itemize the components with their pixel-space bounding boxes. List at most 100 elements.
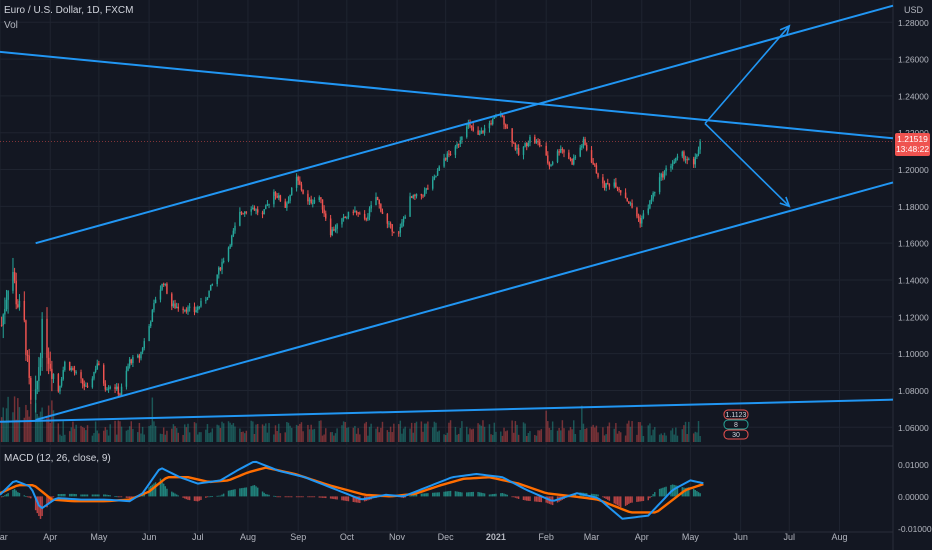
volume-bar [344,422,346,442]
volume-bar [166,430,168,442]
volume-bar [307,424,309,442]
macd-histogram-bar [115,496,118,498]
volume-bar [174,426,176,442]
volume-bar [636,434,638,442]
macd-histogram-bar [504,494,507,497]
volume-bar [480,425,483,442]
candle-body [47,357,50,364]
candle-body [534,136,536,143]
volume-bar [188,432,191,442]
candle-body [342,217,345,219]
candle-body [607,183,609,185]
volume-bar [216,424,218,442]
time-tick-label: Sep [290,532,306,542]
macd-histogram-bar [161,481,163,497]
volume-bar [649,423,651,442]
price-tick-label: 1.14000 [898,275,929,285]
candle-body [114,387,116,389]
volume-bar [461,421,463,442]
candle-body [4,309,6,315]
macd-histogram-bar [286,496,288,498]
macd-histogram-bar [211,496,214,497]
macd-histogram-bar [334,496,337,500]
candle-body [631,203,633,208]
candle-body [629,203,632,205]
macd-legend[interactable]: MACD (12, 26, close, 9) [4,453,111,464]
volume-bar [234,426,236,442]
macd-histogram-bar [478,492,481,497]
candle-body [367,216,369,220]
macd-histogram-bar [302,496,304,498]
candle-body [284,201,286,208]
candle-body [276,195,278,198]
volume-bar [365,421,368,442]
candle-body [477,130,479,135]
macd-histogram-bar [182,496,184,498]
macd-histogram-bar [94,494,97,497]
volume-badge-label: 30 [732,432,740,439]
candle-body [265,205,267,210]
drawing-tools[interactable]: 1.1123 8 30 [0,4,894,440]
macd-histogram-bar [355,496,358,503]
candle-body [410,196,413,198]
candle-body [132,357,134,364]
candle-body [595,165,598,174]
candle-body [545,145,547,156]
candle-body [493,117,496,119]
volume-bar [444,435,447,442]
macd-histogram-bar [469,492,471,497]
macd-histogram-bar [514,496,517,498]
candle-body [538,142,541,146]
volume-bar [501,435,504,442]
volume-bar [60,435,63,442]
volume-bar [154,425,157,442]
volume-bar [415,421,418,442]
time-tick-label: Jun [733,532,748,542]
volume-bar [477,423,479,442]
macd-histogram-bar [7,493,9,497]
candle-body [388,223,390,225]
macd-histogram-bar [636,496,638,502]
candle-body [255,209,257,211]
volume-bar [409,428,411,442]
macd-histogram-bar [171,491,173,497]
macd-histogram-bar [164,486,167,497]
candle-body [483,128,486,133]
macd-histogram-bar [5,494,8,497]
volume-bar [650,435,653,442]
candle-body [290,187,293,196]
volume-bar [321,435,324,442]
volume-bar [568,430,570,442]
volume-bar [511,420,513,442]
macd-histogram-bar [431,492,434,497]
volume-bar [495,431,497,442]
volume-bar [81,427,84,442]
candle-body [572,157,575,165]
volume-bar [15,419,17,442]
macd-histogram-bar [132,496,134,498]
volume-bar [435,422,437,442]
candle-body [478,133,481,135]
volume-bar [64,434,66,442]
volume-bar [506,430,509,442]
macd-histogram-bar [493,493,496,497]
volume-bar [287,422,290,442]
candle-body [125,370,128,387]
macd-histogram-bar [46,496,48,508]
candle-body [287,200,290,204]
macd-histogram-bar [193,496,196,501]
macd-histogram-bar [232,489,235,497]
candle-body [639,217,641,224]
volume-bar [482,420,484,442]
candle-body [584,139,586,145]
volume-bars [0,396,701,442]
candle-body [188,306,191,308]
macd-histogram-bar [538,496,541,502]
candle-body [412,195,415,198]
macd-histogram-bar [308,496,311,498]
candle-body [234,225,236,231]
macd-histogram-bar [694,490,697,497]
candle-body [699,141,701,150]
symbol-title[interactable]: Euro / U.S. Dollar, 1D, FXCM [4,5,134,16]
